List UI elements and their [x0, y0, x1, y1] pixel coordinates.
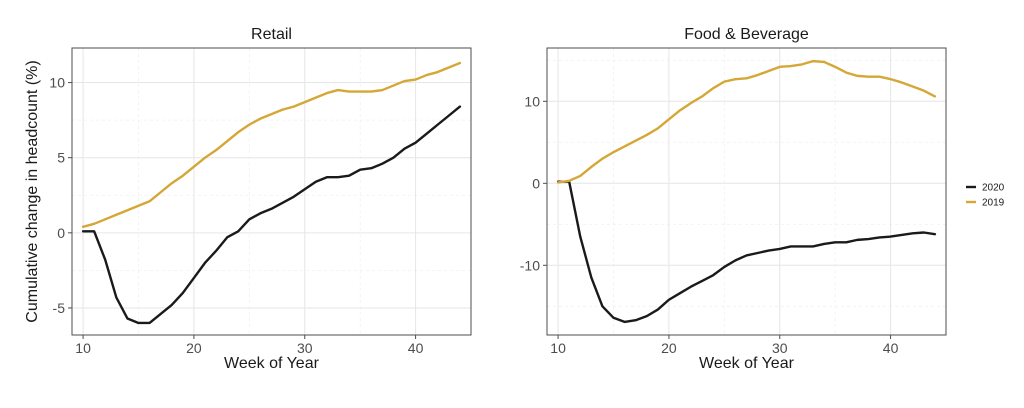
panel-title: Retail	[251, 26, 292, 43]
panel-title: Food & Beverage	[684, 26, 809, 43]
y-axis-title: Cumulative change in headcount (%)	[24, 60, 41, 322]
y-tick-label: 5	[57, 150, 65, 166]
retail-panel: 10 20 30 40 -5 0 5 10 Retail Week of Year Cumulati…	[24, 26, 472, 372]
y-tick-label: 10	[524, 93, 540, 109]
x-tick-label: 30	[297, 340, 313, 356]
y-tick-label: 10	[49, 75, 65, 91]
series-line-2020	[556, 180, 937, 324]
x-tick-label: 10	[75, 340, 91, 356]
series-line-2020	[81, 105, 462, 325]
y-tick-label: -5	[53, 300, 66, 316]
legend: 2020 2019	[966, 183, 1005, 209]
x-tick-label: 20	[661, 340, 677, 356]
x-tick-label: 10	[550, 340, 566, 356]
x-axis-title: Week of Year	[224, 355, 320, 372]
y-tick-label: 0	[532, 175, 540, 191]
food-beverage-panel: 10 20 30 40 -10 0 10 Food & Beverage Week of Yea…	[520, 26, 947, 372]
x-tick-label: 40	[883, 340, 899, 356]
panel-border	[546, 47, 947, 336]
y-tick-label: 0	[57, 225, 65, 241]
series-line-2019	[81, 61, 462, 229]
x-tick-label: 20	[186, 340, 202, 356]
panel-border	[71, 47, 472, 336]
legend-label-2020: 2020	[982, 183, 1005, 194]
x-tick-label: 40	[408, 340, 424, 356]
x-axis-title: Week of Year	[699, 355, 795, 372]
legend-label-2019: 2019	[982, 198, 1005, 209]
y-tick-label: -10	[520, 257, 540, 273]
x-tick-label: 30	[772, 340, 788, 356]
series-line-2019	[556, 59, 937, 184]
